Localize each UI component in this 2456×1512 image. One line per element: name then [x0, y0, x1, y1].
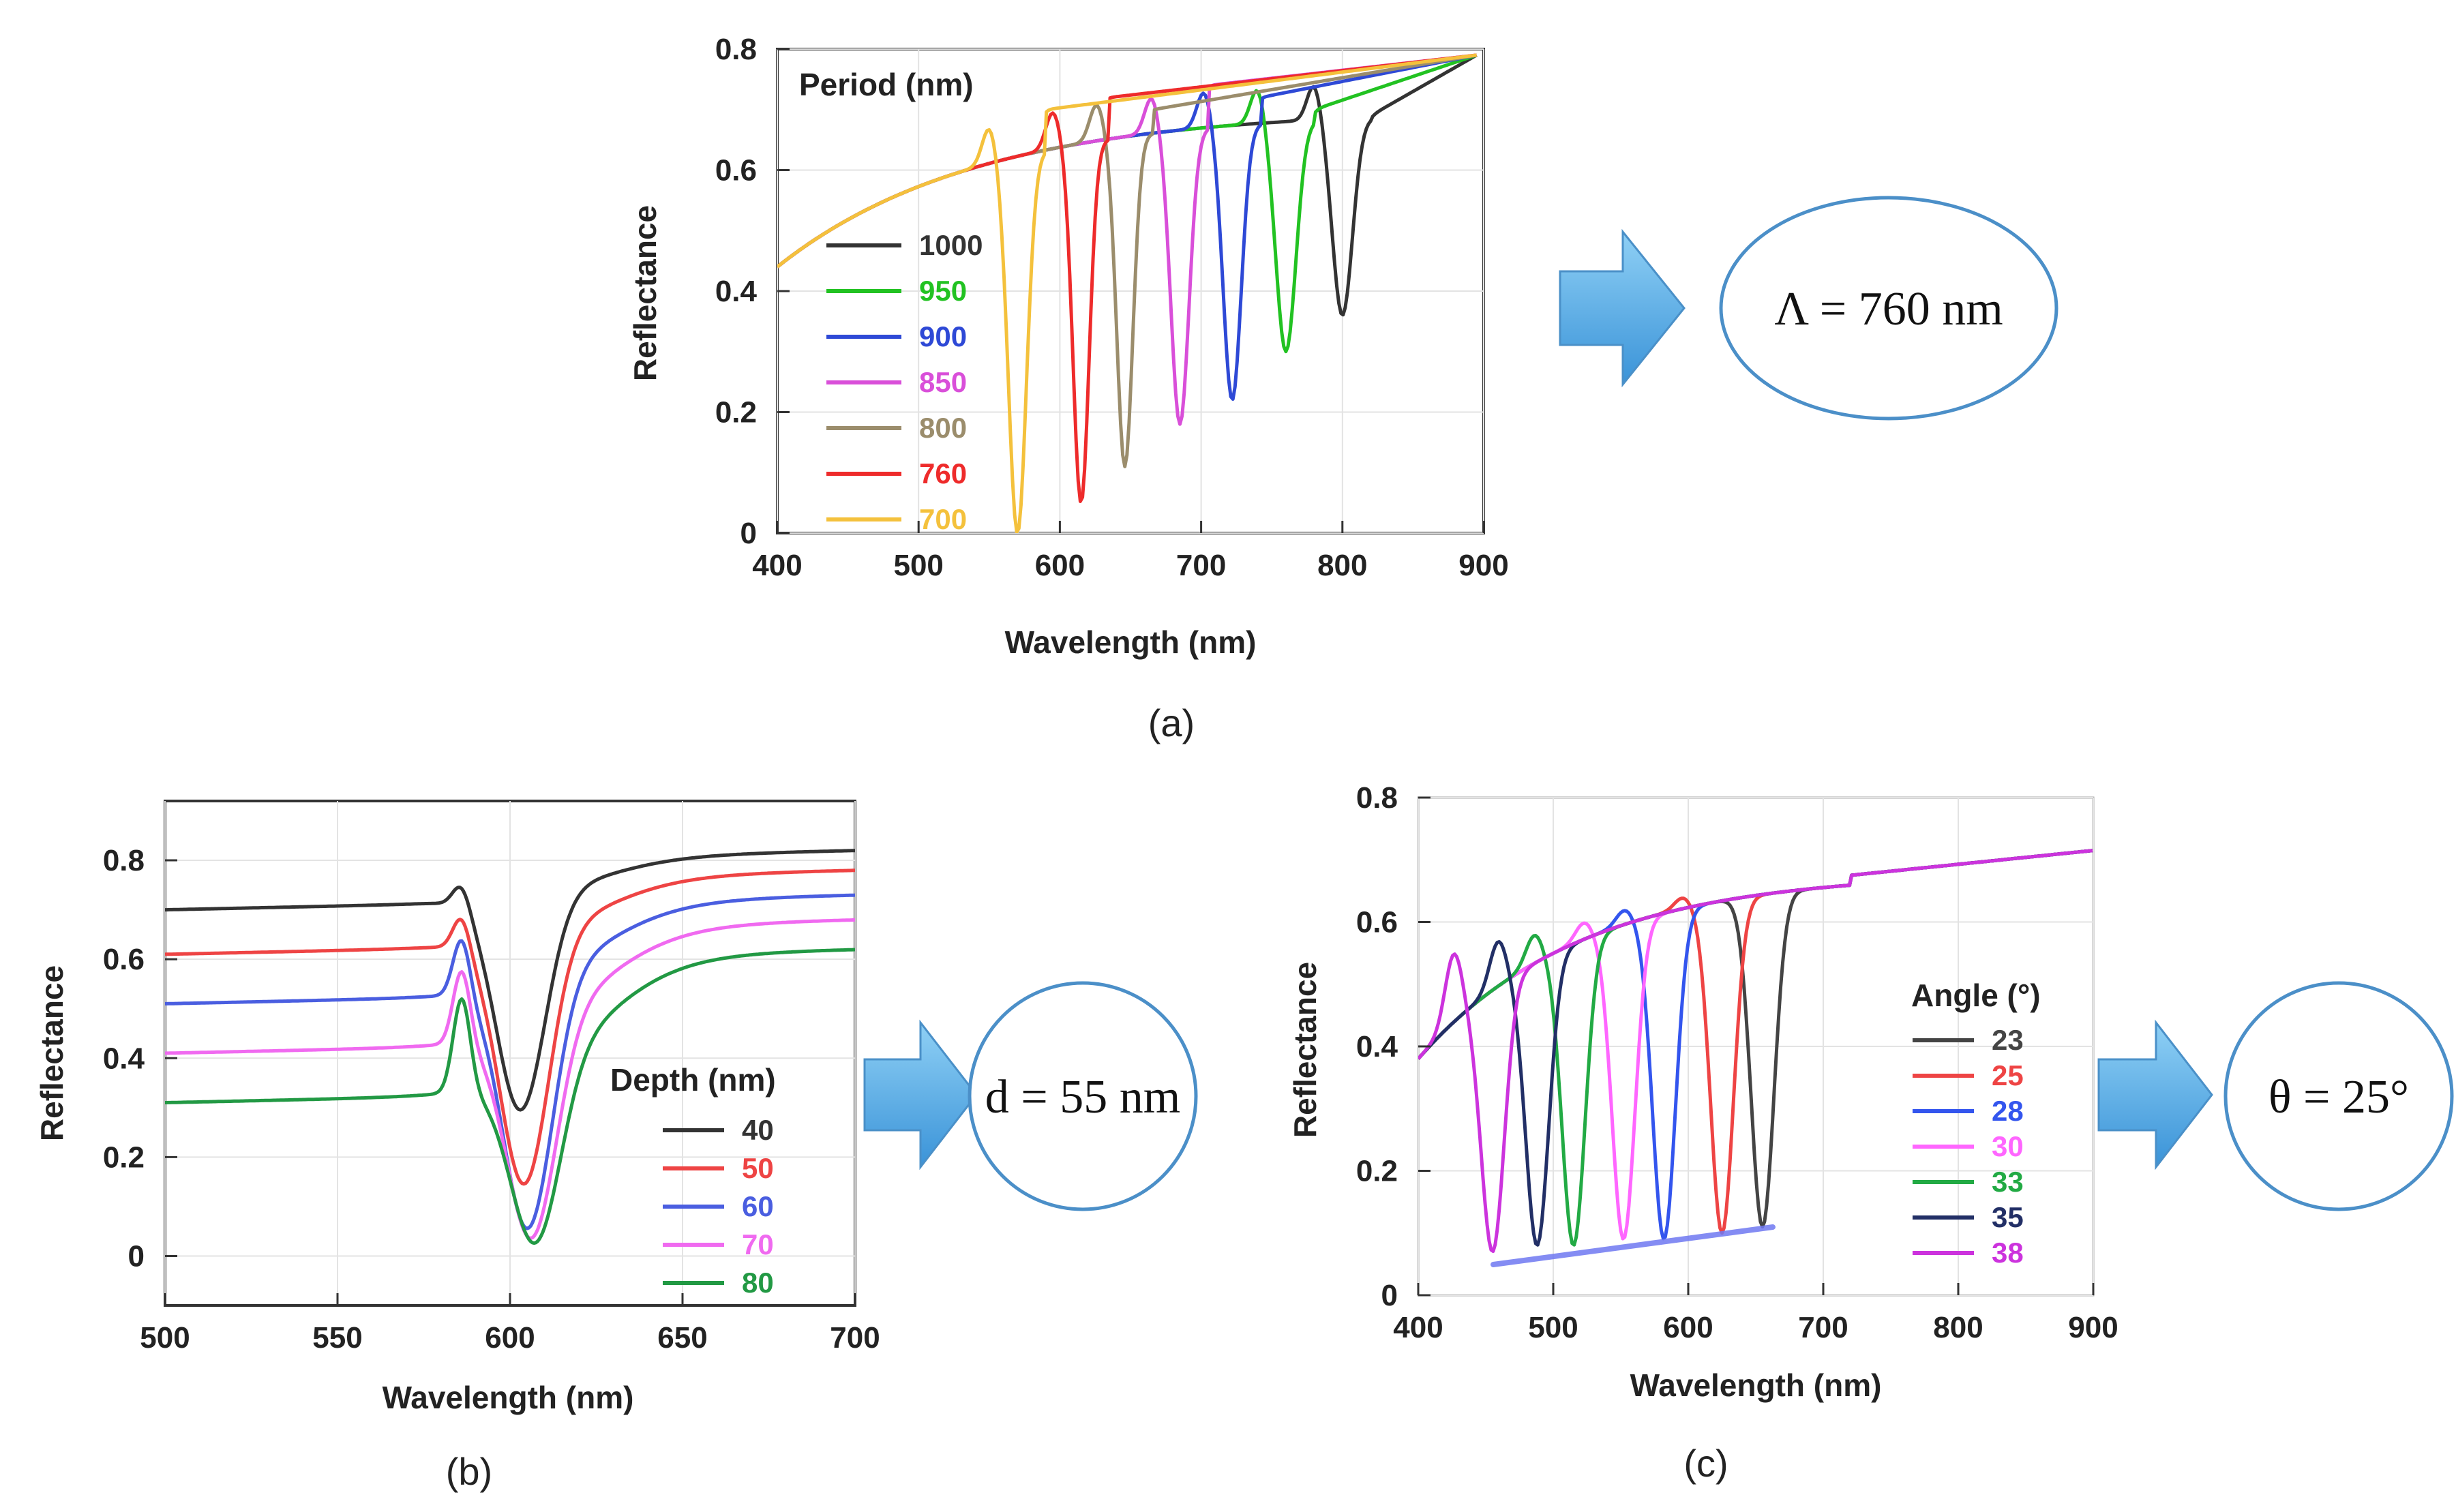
- y-tick-label: 0.6: [1356, 906, 1398, 939]
- chart-c-xlabel: Wavelength (nm): [1630, 1367, 1882, 1403]
- series-line: [165, 849, 855, 1112]
- chart-a-result-ellipse: [1719, 196, 2058, 421]
- y-tick-label: 0: [1381, 1279, 1398, 1312]
- chart-b-legend-title: Depth (nm): [610, 1062, 776, 1098]
- legend-entry: 80: [742, 1267, 774, 1299]
- chart-c-caption: (c): [1683, 1442, 1728, 1485]
- x-tick-label: 600: [1035, 549, 1085, 582]
- chart-b-yticks: 0 0.2 0.4 0.6 0.8: [103, 844, 177, 1273]
- legend-entry: 40: [742, 1114, 774, 1146]
- legend-entry: 30: [1992, 1130, 2024, 1162]
- chart-c-legend-title: Angle (°): [1911, 978, 2041, 1013]
- series-line: [165, 868, 855, 1186]
- x-tick-label: 500: [140, 1321, 190, 1355]
- x-tick-label: 400: [1393, 1311, 1443, 1344]
- y-tick-label: 0: [740, 517, 757, 550]
- y-tick-label: 0.2: [1356, 1155, 1398, 1188]
- legend-entry: 1000: [919, 229, 983, 261]
- chart-c-result-ellipse: [2223, 981, 2454, 1211]
- series-line: [777, 53, 1477, 533]
- legend-entry: 25: [1992, 1059, 2024, 1091]
- legend-entry: 38: [1992, 1237, 2024, 1269]
- x-tick-label: 700: [830, 1321, 880, 1355]
- chart-b: 0 0.2 0.4 0.6 0.8 500 550 600 650 700 Wavelength…: [34, 800, 880, 1493]
- chart-a-result: Λ = 760 nm: [1774, 283, 2003, 335]
- chart-c-ylabel: Reflectance: [1287, 962, 1323, 1138]
- y-tick-label: 0.4: [103, 1042, 145, 1075]
- legend-entry: 28: [1992, 1095, 2024, 1127]
- chart-a-arrow-icon: [1559, 228, 1686, 388]
- y-tick-label: 0.6: [715, 154, 757, 187]
- x-tick-label: 400: [752, 549, 802, 582]
- legend-entry: 50: [742, 1152, 774, 1184]
- legend-entry: 900: [919, 320, 967, 352]
- chart-b-legend: 40 50 60 70 80: [663, 1114, 774, 1299]
- chart-a-legend: 1000 950 900 850 800 760 700: [826, 229, 983, 535]
- x-tick-label: 800: [1317, 549, 1367, 582]
- chart-a-caption: (a): [1148, 701, 1195, 744]
- legend-entry: 33: [1992, 1166, 2024, 1198]
- legend-entry: 760: [919, 457, 967, 489]
- chart-b-result-ellipse: [968, 981, 1198, 1211]
- chart-c-arrow-icon: [2097, 1019, 2213, 1170]
- series-line: [1418, 849, 2093, 1253]
- x-tick-label: 550: [312, 1321, 362, 1355]
- chart-c-trend-line: [1491, 1224, 1776, 1267]
- legend-entry: 850: [919, 366, 967, 398]
- x-tick-label: 600: [485, 1321, 535, 1355]
- chart-a-grid: [777, 48, 1484, 534]
- chart-a: 0 0.2 0.4 0.6 0.8 400 500 600 700 800 900 Wavelen…: [627, 33, 1509, 744]
- x-tick-label: 500: [1528, 1311, 1578, 1344]
- legend-entry: 70: [742, 1228, 774, 1260]
- y-tick-label: 0.2: [103, 1140, 145, 1174]
- x-tick-label: 800: [1933, 1311, 1983, 1344]
- legend-entry: 35: [1992, 1201, 2024, 1233]
- chart-a-series: [777, 53, 1478, 533]
- chart-b-grid: [164, 801, 856, 1305]
- y-tick-label: 0.2: [715, 396, 757, 429]
- legend-entry: 950: [919, 275, 967, 307]
- legend-entry: 700: [919, 503, 967, 535]
- chart-c-result: θ = 25°: [2268, 1071, 2409, 1123]
- y-tick-label: 0: [128, 1239, 145, 1273]
- x-tick-label: 500: [893, 549, 943, 582]
- chart-c-yticks: 0 0.2 0.4 0.6 0.8: [1356, 781, 1431, 1312]
- chart-b-arrow-icon: [863, 1019, 978, 1170]
- x-tick-label: 700: [1176, 549, 1226, 582]
- chart-b-xticks: 500 550 600 650 700: [140, 1293, 880, 1355]
- chart-a-xticks: 400 500 600 700 800 900: [752, 521, 1509, 582]
- y-tick-label: 0.6: [103, 943, 145, 976]
- chart-b-xlabel: Wavelength (nm): [383, 1380, 634, 1415]
- legend-entry: 60: [742, 1190, 774, 1222]
- chart-a-legend-title: Period (nm): [799, 67, 974, 102]
- x-tick-label: 900: [1458, 549, 1508, 582]
- y-tick-label: 0.4: [715, 275, 758, 308]
- series-line: [165, 948, 855, 1245]
- chart-c: 0 0.2 0.4 0.6 0.8 400 500 600 700 800 900 Wavelen…: [1287, 781, 2118, 1485]
- y-tick-label: 0.4: [1356, 1030, 1398, 1063]
- x-tick-label: 700: [1798, 1311, 1848, 1344]
- chart-b-result: d = 55 nm: [985, 1071, 1180, 1123]
- chart-b-caption: (b): [446, 1450, 492, 1493]
- chart-b-ylabel: Reflectance: [34, 965, 70, 1141]
- legend-entry: 23: [1992, 1024, 2024, 1056]
- x-tick-label: 650: [657, 1321, 707, 1355]
- y-tick-label: 0.8: [1356, 781, 1398, 815]
- x-tick-label: 600: [1663, 1311, 1713, 1344]
- legend-entry: 800: [919, 412, 967, 444]
- chart-a-xlabel: Wavelength (nm): [1005, 624, 1257, 660]
- chart-b-series: [165, 849, 855, 1245]
- x-tick-label: 900: [2068, 1311, 2118, 1344]
- chart-c-series: [1418, 849, 2093, 1253]
- chart-c-xticks: 400 500 600 700 800 900: [1393, 1283, 2118, 1344]
- chart-a-ylabel: Reflectance: [627, 205, 663, 381]
- y-tick-label: 0.8: [715, 33, 757, 66]
- y-tick-label: 0.8: [103, 844, 145, 877]
- chart-a-yticks: 0 0.2 0.4 0.6 0.8: [715, 33, 790, 550]
